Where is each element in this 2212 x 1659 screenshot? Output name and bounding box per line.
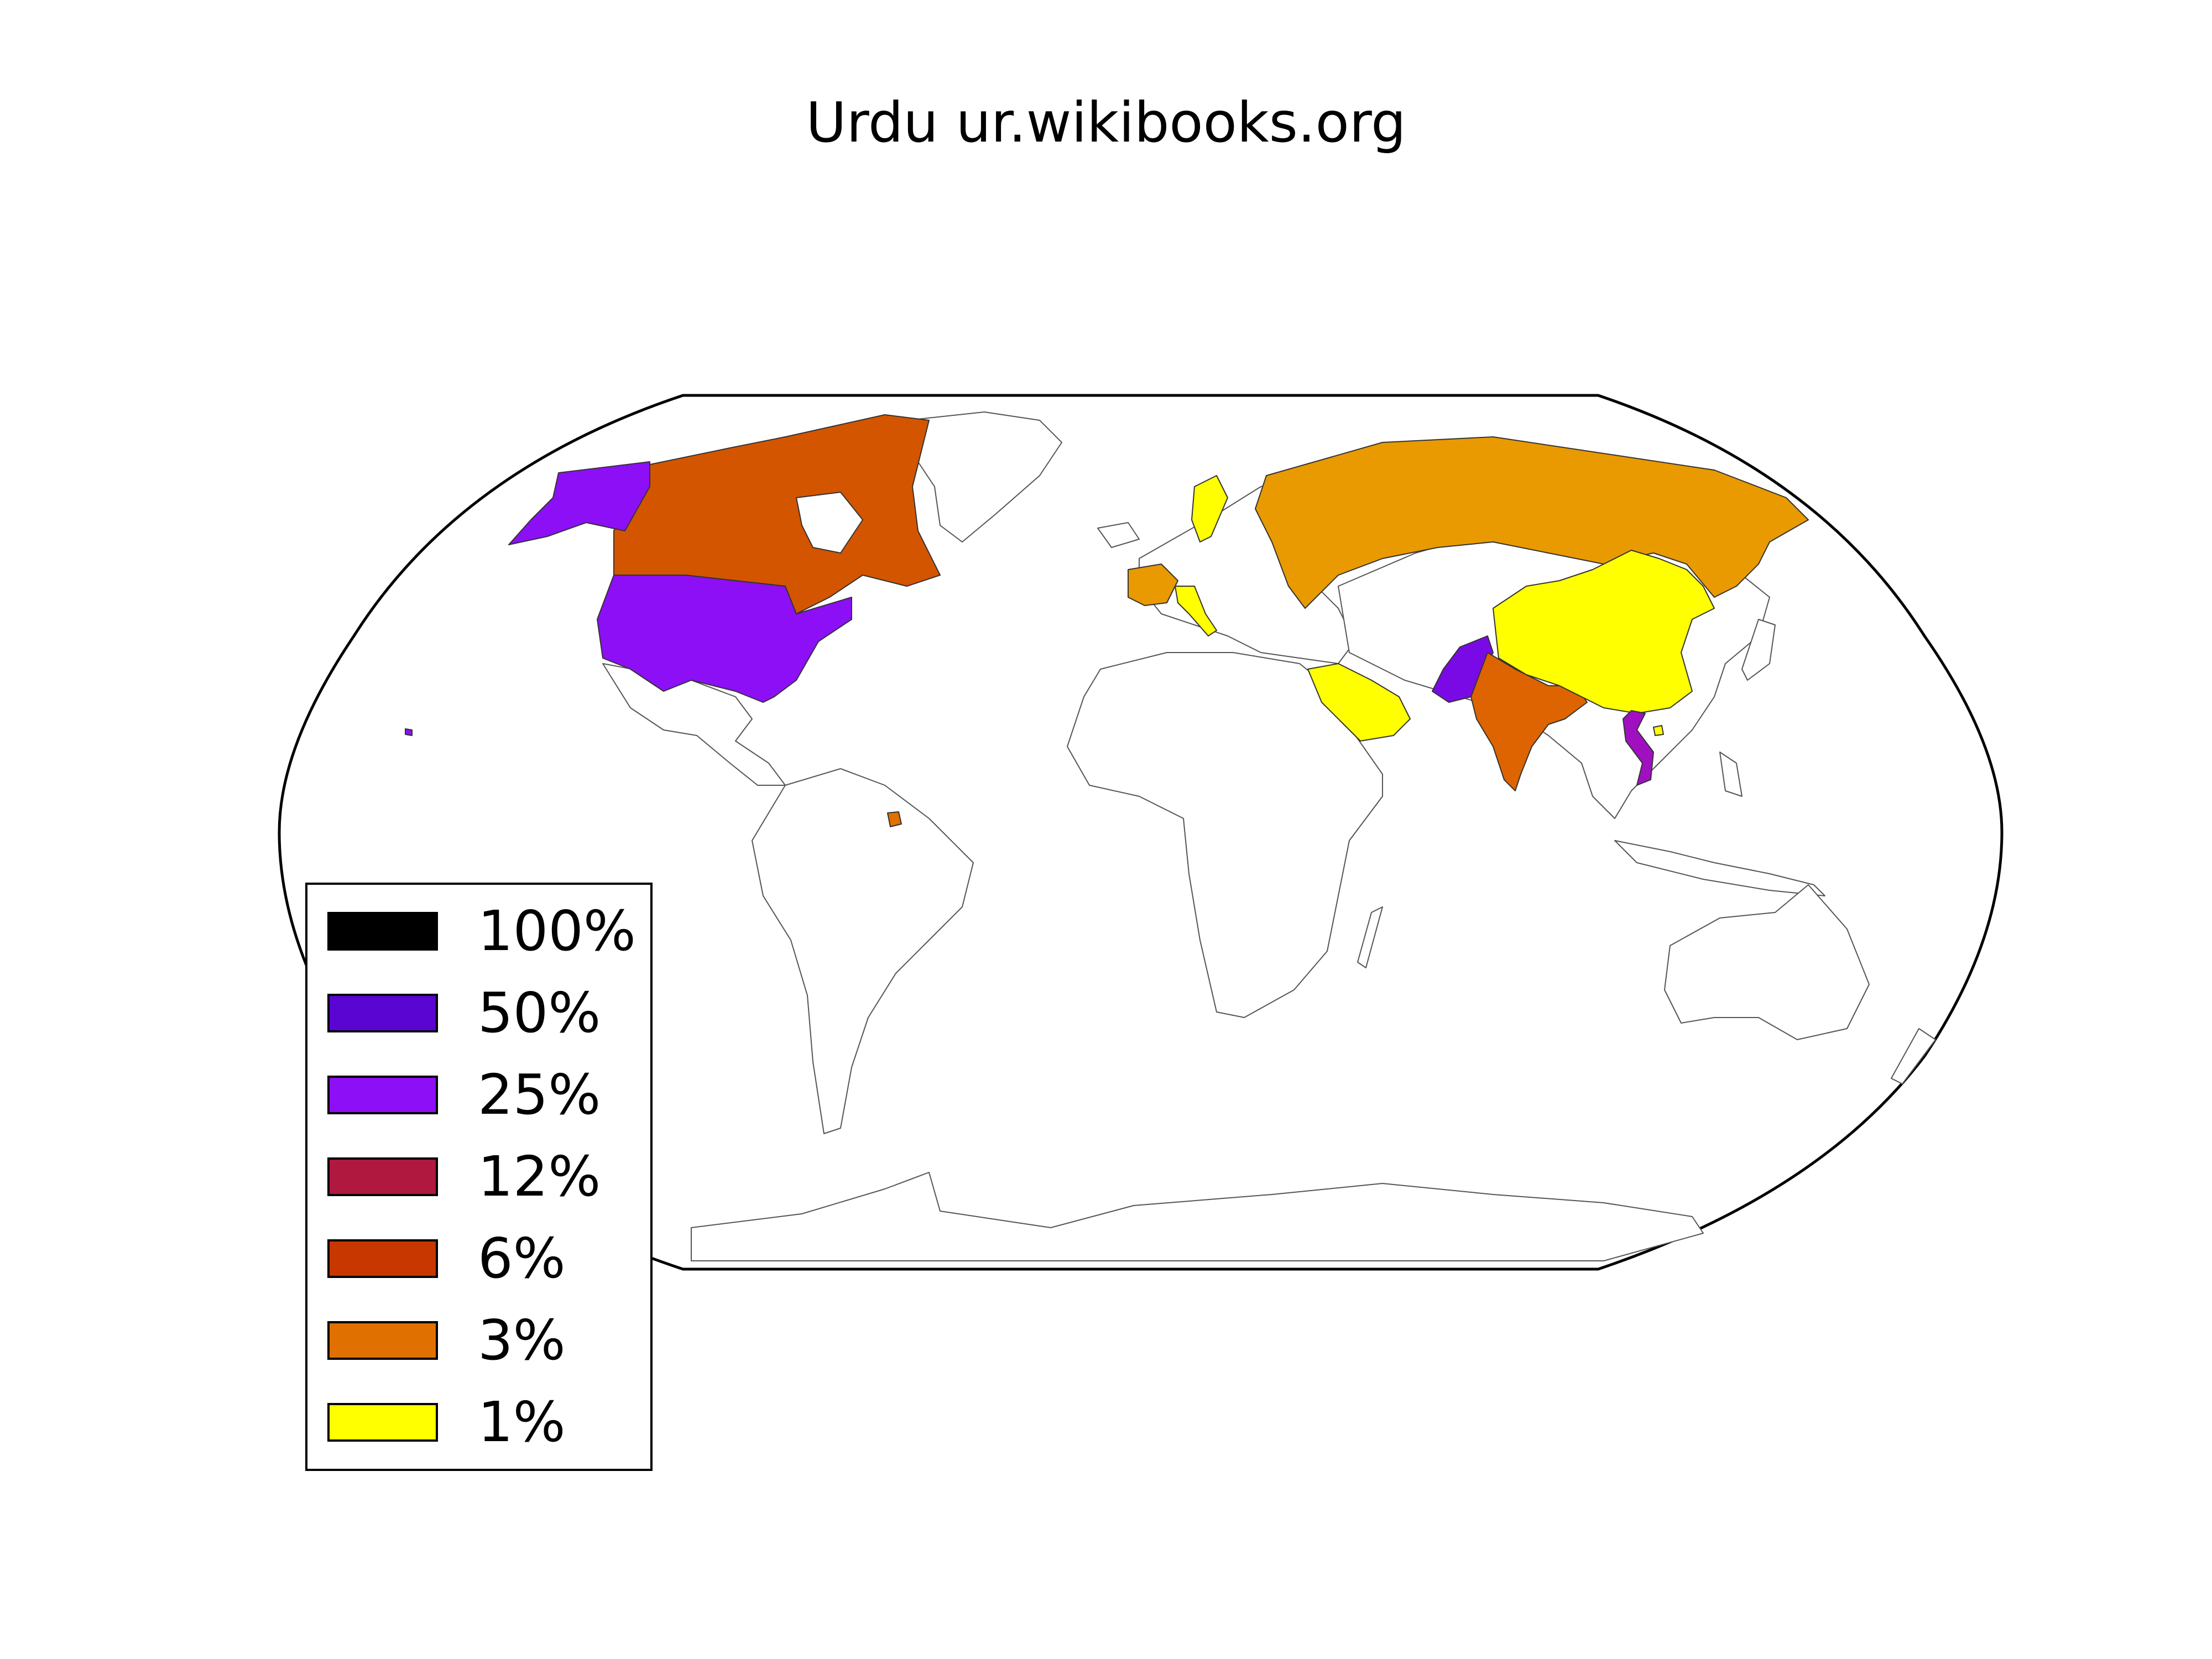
legend-swatch (327, 1321, 438, 1360)
legend-swatch (327, 1239, 438, 1278)
legend-swatch (327, 994, 438, 1032)
legend-label: 3% (478, 1308, 566, 1373)
legend-swatch (327, 1076, 438, 1114)
country-china-hainan (1653, 725, 1664, 736)
legend-label: 25% (478, 1062, 601, 1127)
country-usa-alaska (508, 461, 650, 545)
iceland (1097, 522, 1140, 548)
legend-item: 3% (327, 1313, 566, 1368)
philippines (1719, 752, 1743, 797)
south-america (752, 768, 974, 1134)
legend-swatch (327, 1157, 438, 1196)
japan (1741, 619, 1776, 681)
legend-item: 100% (327, 904, 636, 959)
legend-item: 50% (327, 985, 601, 1041)
map-title: Urdu ur.wikibooks.org (806, 90, 1406, 155)
legend-item: 25% (327, 1067, 601, 1123)
central-america (602, 663, 786, 786)
antarctica (691, 1172, 1704, 1261)
legend-swatch (327, 1403, 438, 1442)
indonesia (1614, 840, 1825, 896)
legend-item: 6% (327, 1231, 566, 1286)
country-india (1470, 652, 1588, 791)
country-canada (613, 414, 941, 614)
new-zealand (1891, 1028, 1936, 1084)
legend-label: 50% (478, 980, 601, 1045)
legend-label: 100% (478, 899, 636, 963)
country-saudi-arabia (1307, 663, 1411, 742)
country-russia (1255, 436, 1809, 609)
legend-label: 6% (478, 1226, 566, 1291)
country-usa (597, 575, 852, 703)
country-french-guiana (887, 811, 902, 827)
madagascar (1357, 906, 1383, 968)
greenland (906, 411, 1062, 542)
country-vietnam (1623, 710, 1654, 786)
legend-swatch (327, 912, 438, 951)
legend-label: 12% (478, 1144, 601, 1209)
hudson-bay (795, 491, 864, 554)
country-usa-hawaii (405, 728, 413, 736)
legend-item: 12% (327, 1149, 601, 1204)
country-italy (1175, 586, 1217, 637)
country-china (1493, 550, 1715, 714)
legend-item: 1% (327, 1395, 566, 1450)
legend: 100% 50% 25% 12% 6% 3% 1% (305, 883, 653, 1471)
australia (1664, 884, 1870, 1040)
legend-label: 1% (478, 1390, 566, 1454)
country-sweden (1191, 475, 1228, 542)
country-france (1128, 564, 1178, 606)
